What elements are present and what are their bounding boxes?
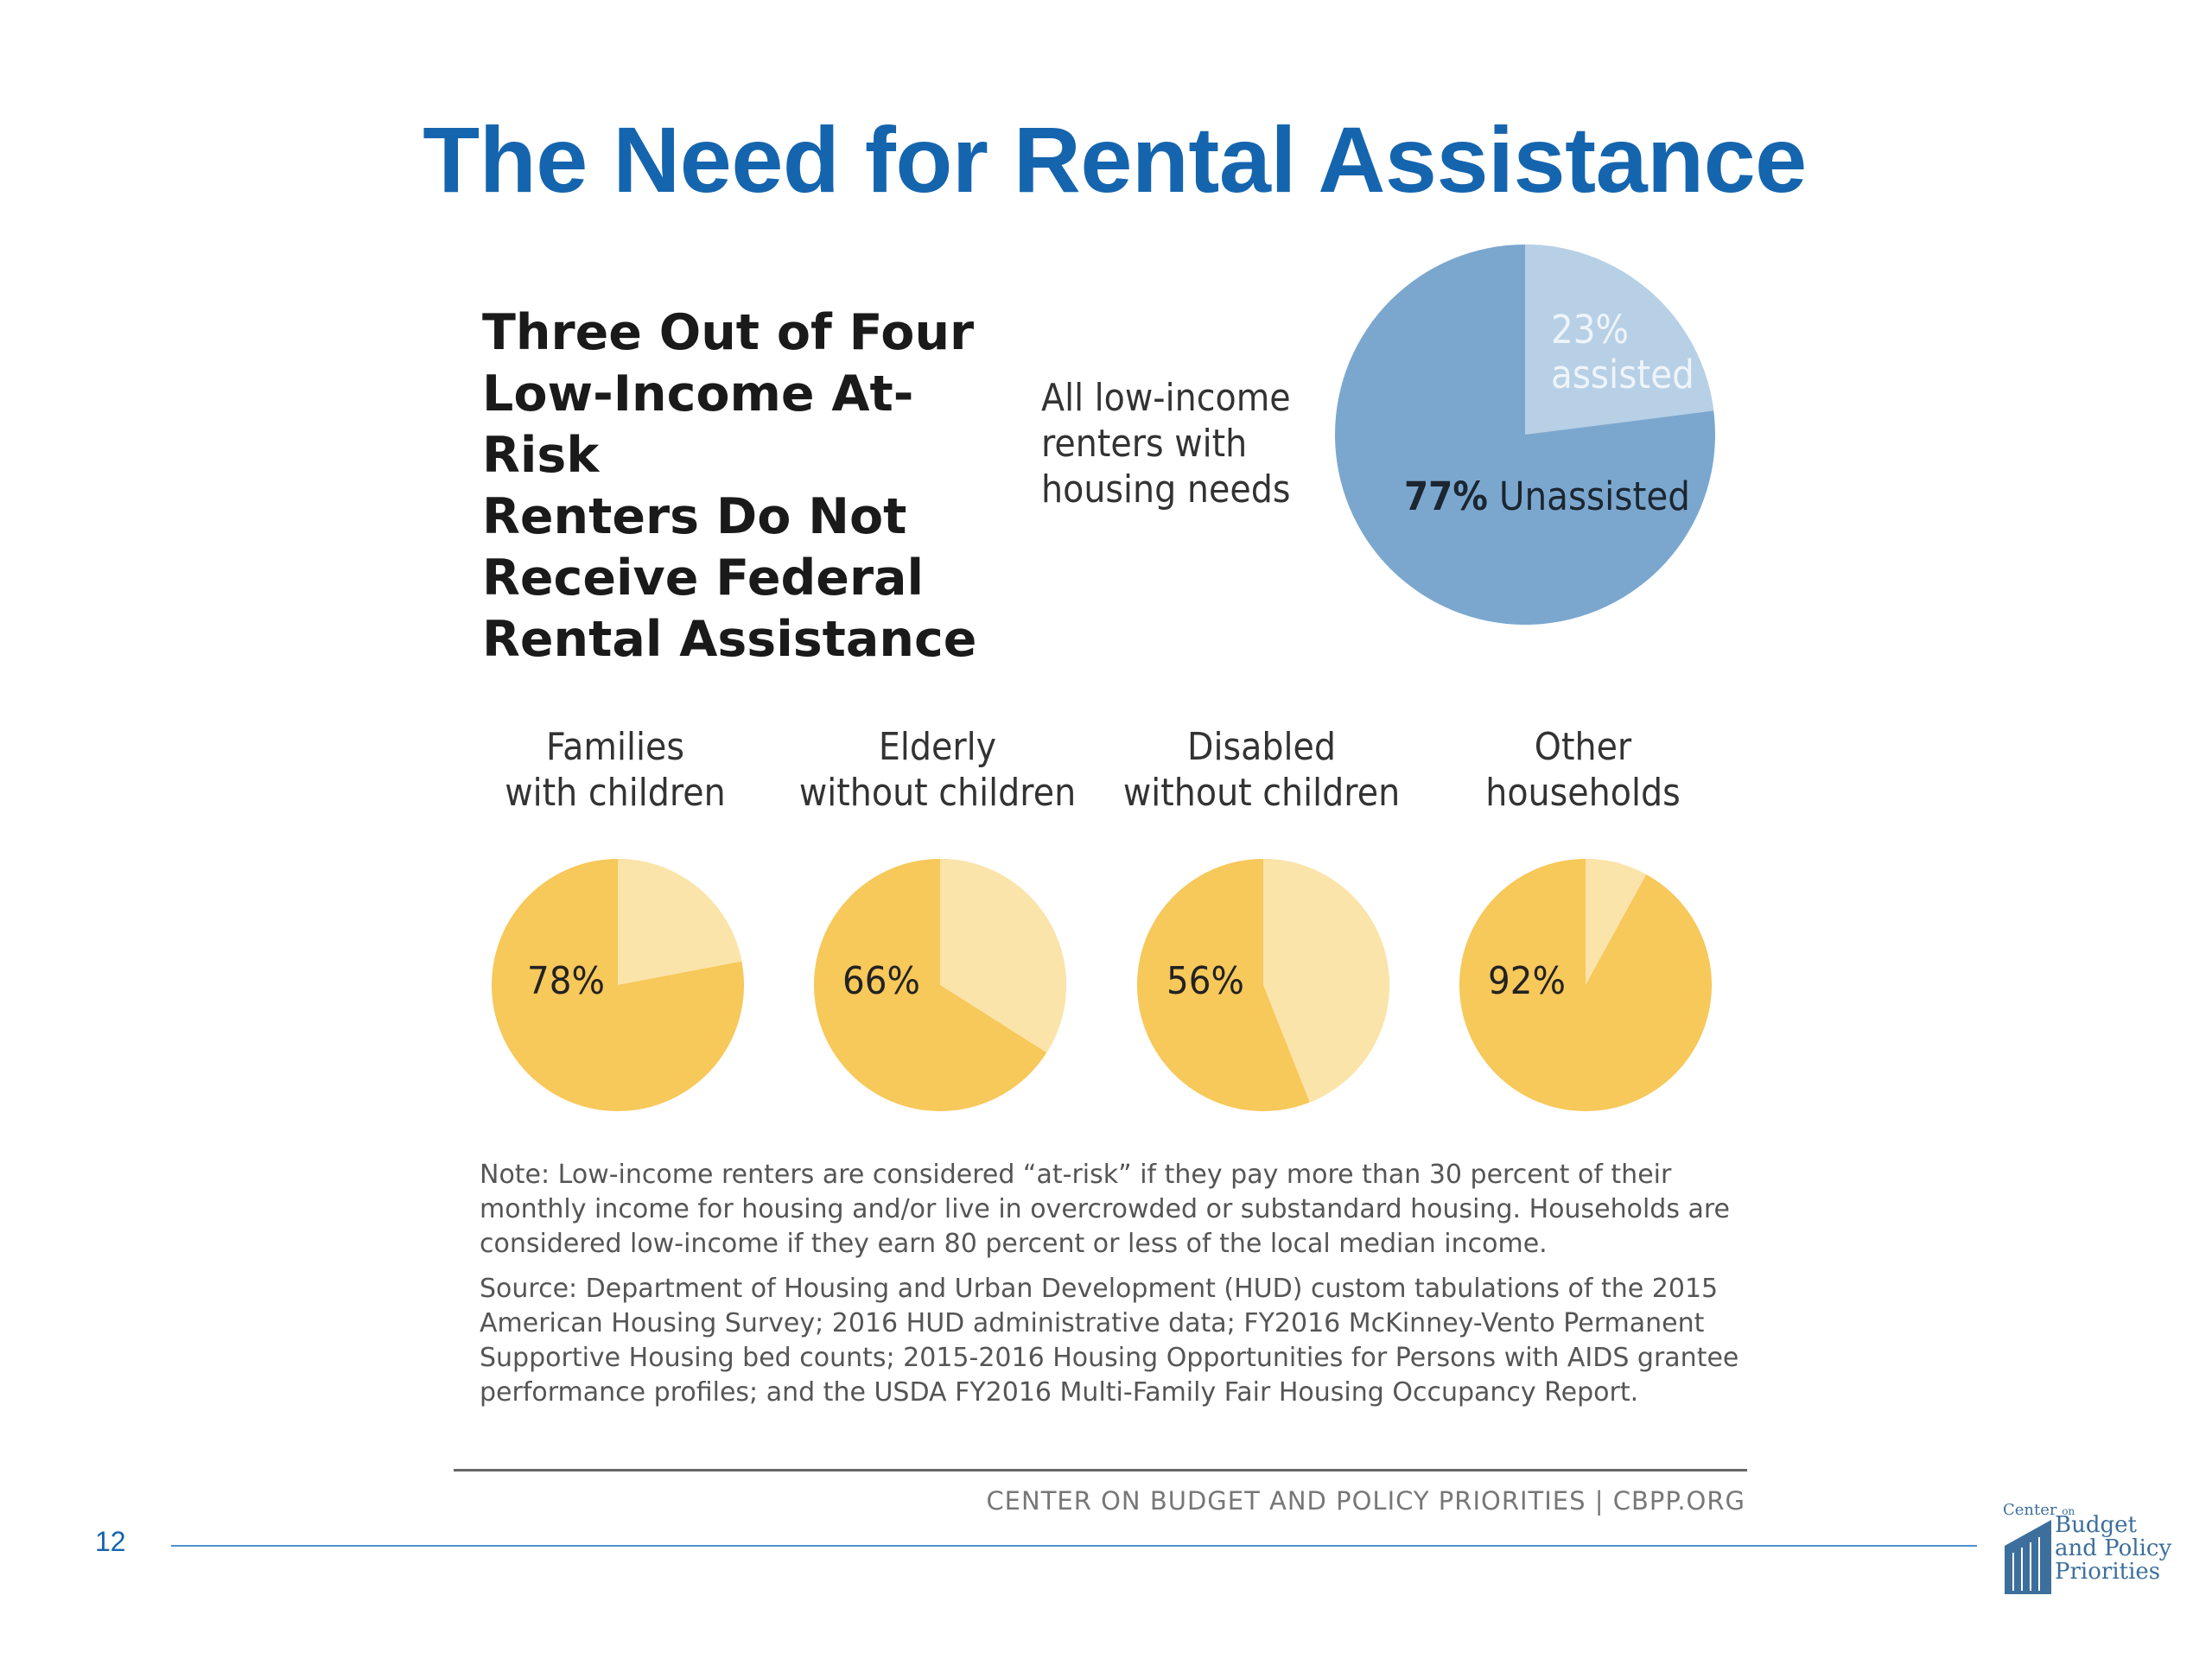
pie-other [1459,859,1712,1111]
category-label-elderly: Elderly without children [790,724,1085,816]
logo-small-text: Center on [2003,1501,2075,1519]
pct-label-other: 92% [1488,959,1566,1003]
assisted-word: assisted [1551,352,1694,397]
pie-disabled [1137,859,1389,1111]
total-assisted-label: 23% assisted [1551,308,1730,397]
pie-assisted-slice [1263,859,1389,1103]
headline-line: Receive Federal [482,550,925,607]
page-number: 12 [95,1526,126,1557]
headline-line: Rental Assistance [482,611,977,668]
unassisted-word: Unassisted [1498,474,1691,519]
category-line: households [1485,771,1681,815]
total-label-line: renters with [1041,422,1248,466]
category-line: without children [1122,771,1401,815]
pct-label-disabled: 56% [1166,959,1244,1003]
logo-word: and Policy [2055,1535,2172,1561]
pct-label-families: 78% [527,959,605,1003]
category-line: Elderly [878,725,997,769]
headline-line: Three Out of Four [482,304,975,361]
footer-org-credit: CENTER ON BUDGET AND POLICY PRIORITIES |… [986,1486,1745,1516]
category-label-disabled: Disabled without children [1114,724,1409,816]
pct-label-elderly: 66% [842,959,920,1003]
assisted-pct: 23% [1551,307,1630,353]
chart-headline: Three Out of Four Low-Income At-Risk Ren… [482,302,1018,671]
pie-assisted-slice [940,859,1066,1053]
category-line: Other [1534,725,1632,769]
total-label-line: All low-income [1041,376,1291,420]
logo-word: Priorities [2055,1559,2161,1585]
logo-building-icon [2005,1520,2051,1594]
unassisted-pct: 77% [1404,474,1488,519]
category-line: without children [798,771,1077,815]
category-label-families: Families with children [467,724,763,816]
total-unassisted-label: 77% Unassisted [1404,474,1690,519]
total-pie-assisted-slice [1525,245,1714,435]
pie-assisted-slice [618,859,742,985]
slide-footer-rule [171,1545,1977,1547]
logo-wordmark: Budget and Policy Priorities [2055,1514,2171,1584]
pie-assisted-slice [1586,859,1647,985]
chart-note: Note: Low-income renters are considered … [480,1160,1731,1259]
category-line: Disabled [1186,725,1337,769]
total-pie-chart [1335,245,1715,625]
total-pie-label: All low-income renters with housing need… [1041,375,1306,512]
chart-source: Source: Department of Housing and Urban … [480,1274,1739,1408]
category-label-other: Other households [1435,724,1731,816]
total-label-line: housing needs [1041,467,1291,512]
cbpp-logo [2005,1520,2051,1594]
headline-line: Renters Do Not [482,488,907,545]
category-line: Families [545,725,684,769]
category-line: with children [505,771,726,815]
pie-elderly [814,859,1066,1111]
headline-line: Low-Income At-Risk [482,365,914,484]
pie-families [492,859,744,1111]
footer-rule [454,1469,1747,1471]
slide-title: The Need for Rental Assistance [423,107,1807,212]
logo-word: Budget [2055,1512,2137,1538]
